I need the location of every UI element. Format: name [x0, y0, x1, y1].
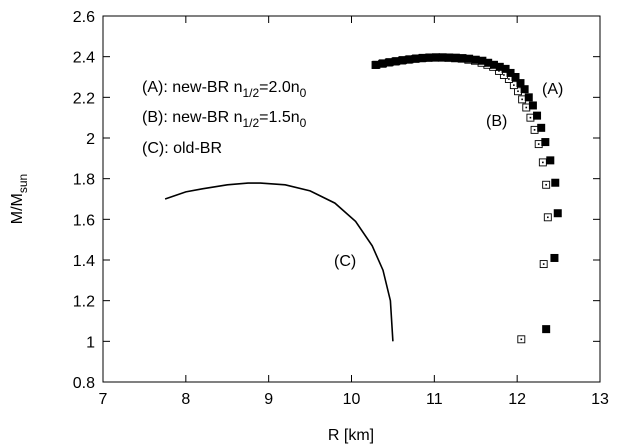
x-tick-label: 10 — [343, 391, 361, 408]
y-axis-title-sub: sun — [16, 174, 30, 193]
y-tick-label: 2 — [86, 131, 95, 148]
series-b-point-dot — [545, 183, 547, 186]
series-a-point — [478, 56, 487, 65]
legend-a-post: =2.0n — [259, 79, 299, 96]
series-a-point — [553, 209, 562, 218]
series-a-point — [405, 55, 414, 64]
curve-label-a: (A) — [542, 81, 563, 98]
series-b-point-dot — [521, 98, 523, 101]
plot-frame — [102, 15, 601, 383]
series-a-markers — [372, 53, 562, 334]
series-a-point — [392, 57, 401, 66]
series-b-point-dot — [520, 338, 523, 341]
series-a-point — [412, 54, 421, 63]
series-a-point — [506, 68, 515, 77]
series-a-point — [385, 58, 394, 67]
series-a-point — [425, 53, 434, 62]
series-b-point-dot — [537, 143, 540, 145]
y-tick-label: 1.6 — [73, 212, 95, 229]
series-a-point — [520, 85, 529, 94]
series-b-point-dot — [542, 263, 545, 265]
series-a-point — [546, 156, 555, 165]
series-b-point-dot — [503, 74, 505, 76]
series-a-point — [542, 325, 551, 334]
legend-b-sub2: 0 — [300, 116, 307, 130]
y-tick-label: 2.2 — [73, 90, 95, 107]
series-b-point-dot — [542, 161, 544, 164]
y-tick-label: 2.6 — [73, 9, 95, 26]
series-c-line — [164, 182, 394, 342]
legend-b-sub: 1/2 — [242, 116, 259, 130]
legend-a-sub2: 0 — [300, 86, 307, 100]
series-a-point — [489, 60, 498, 69]
legend-entry-a: (A): new-BR n1/2=2.0n0 — [142, 79, 307, 100]
legend-a-sub: 1/2 — [242, 86, 259, 100]
y-tick-label: 1.2 — [73, 294, 95, 311]
x-tick-label: 12 — [508, 391, 526, 408]
y-tick-label: 1.4 — [73, 253, 95, 270]
legend-b-post: =1.5n — [259, 109, 299, 126]
series-a-point — [516, 79, 525, 88]
series-a-point — [550, 253, 559, 262]
series-b-point-dot — [533, 129, 536, 131]
series-a-point — [451, 53, 460, 62]
series-a-point — [418, 53, 427, 62]
series-a-point — [541, 138, 550, 147]
legend-entry-b: (B): new-BR n1/2=1.5n0 — [142, 109, 307, 130]
curve-label-c: (C) — [334, 253, 356, 270]
series-a-point — [501, 64, 510, 73]
series-a-point — [511, 73, 520, 81]
series-b-point-dot — [547, 216, 549, 219]
axis-ticks — [102, 15, 601, 383]
y-axis-title: M/Msun — [9, 174, 30, 224]
x-tick-label: 11 — [426, 391, 443, 408]
series-b-point-dot — [513, 84, 515, 86]
series-a-point — [484, 58, 493, 67]
series-a-point — [533, 111, 542, 120]
series-a-point — [471, 55, 480, 64]
series-a-point — [398, 56, 407, 65]
series-a-point — [528, 101, 537, 110]
series-a-point — [445, 53, 454, 62]
y-tick-label: 0.8 — [73, 375, 95, 392]
series-b-markers — [371, 53, 552, 344]
x-tick-label: 7 — [99, 391, 108, 408]
y-tick-label: 1.8 — [73, 172, 95, 189]
series-b-point-dot — [508, 78, 510, 80]
series-a-point — [431, 53, 440, 62]
legend-entry-c: (C): old-BR — [142, 140, 222, 157]
curve-label-b: (B) — [486, 113, 507, 130]
tick-labels: 7 8 9 10 11 12 13 0.8 1 1.2 1.4 1.6 1.8 2 2.2 2.4 2.6 — [73, 9, 609, 408]
series-a-point — [524, 93, 533, 102]
series-a-point — [372, 60, 381, 69]
series-a-point — [551, 178, 560, 187]
series-a-point — [495, 62, 504, 71]
series-a-point — [458, 54, 467, 63]
y-tick-label: 1 — [86, 334, 95, 351]
series-a-point — [378, 59, 387, 68]
x-tick-label: 13 — [591, 391, 609, 408]
y-tick-label: 2.4 — [73, 50, 95, 67]
series-b-point-dot — [517, 90, 519, 93]
legend-b-pre: (B): new-BR n — [142, 109, 242, 126]
series-b-point-dot — [498, 70, 500, 72]
series-a-point — [465, 54, 474, 63]
legend-a-pre: (A): new-BR n — [142, 79, 242, 96]
x-tick-label: 9 — [264, 391, 273, 408]
series-b-point-dot — [525, 106, 528, 109]
series-b-point-dot — [529, 116, 532, 119]
series-a-point — [438, 53, 447, 62]
series-c-curve — [164, 182, 394, 342]
x-tick-label: 8 — [181, 391, 190, 408]
y-axis-title-main: M/M — [9, 193, 26, 224]
x-axis-title: R [km] — [328, 427, 374, 444]
series-a-point — [537, 123, 546, 132]
